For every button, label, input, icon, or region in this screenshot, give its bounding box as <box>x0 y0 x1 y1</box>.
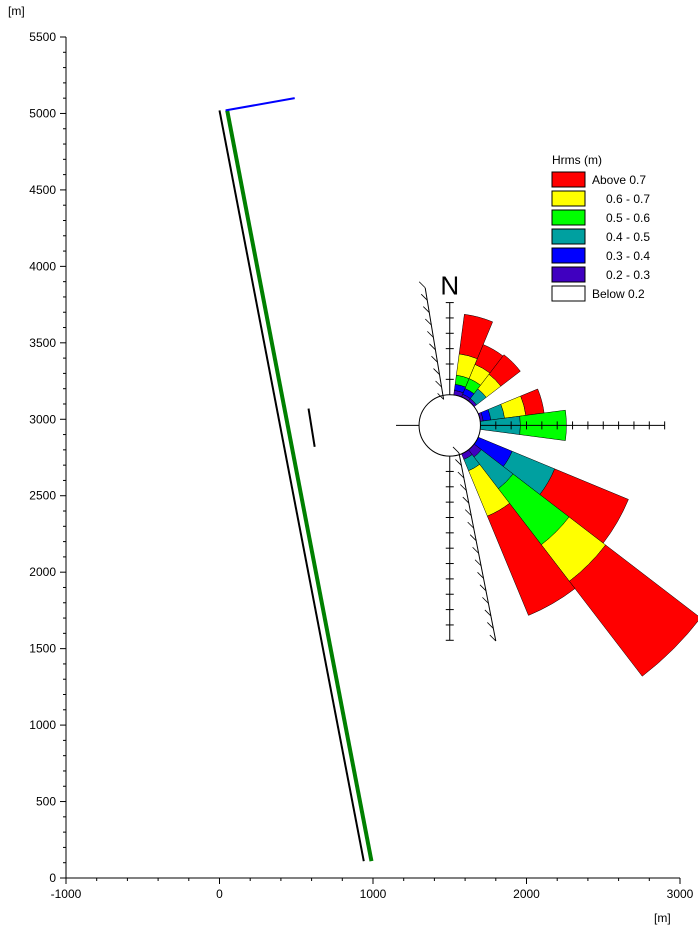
lines <box>218 97 374 862</box>
y-tick-label: 4000 <box>29 259 56 273</box>
legend-label: 0.6 - 0.7 <box>606 192 650 206</box>
hatch-mark <box>467 521 474 529</box>
hatch-mark <box>452 446 460 454</box>
hatch-line-lower <box>458 452 497 642</box>
y-tick-label: 2500 <box>29 489 56 503</box>
wave-rose: N <box>396 271 698 677</box>
hatch-mark <box>484 609 492 617</box>
y-tick-label: 5500 <box>29 30 56 44</box>
legend-swatch <box>551 190 586 207</box>
hatch-mark <box>487 622 494 629</box>
hatch-mark <box>474 559 482 567</box>
x-unit-label: [m] <box>654 911 671 925</box>
y-tick-label: 3500 <box>29 336 56 350</box>
rose-band <box>458 314 493 360</box>
x-tick-label: -1000 <box>51 887 82 901</box>
hatch-mark <box>425 318 432 326</box>
north-label: N <box>440 271 459 301</box>
legend-label: 0.4 - 0.5 <box>606 230 650 244</box>
rose-center-circle <box>418 394 481 457</box>
y-tick-label: 500 <box>36 795 56 809</box>
hatch-mark <box>489 634 497 642</box>
blue-line <box>225 97 295 112</box>
x-tick-label: 2000 <box>513 887 540 901</box>
hatch-mark <box>469 534 477 541</box>
legend-swatch <box>551 285 586 302</box>
hatch-mark <box>433 368 440 375</box>
coastline <box>218 110 365 862</box>
x-tick-label: 0 <box>216 887 223 901</box>
green-line <box>225 110 374 862</box>
hatch-mark <box>464 509 472 516</box>
hatch-mark <box>427 331 434 338</box>
legend-swatch <box>551 209 586 226</box>
x-tick-label: 1000 <box>360 887 387 901</box>
legend-label: Above 0.7 <box>592 173 646 187</box>
y-unit-label: [m] <box>8 4 25 18</box>
y-tick-label: 3000 <box>29 412 56 426</box>
hatch-mark <box>420 293 428 301</box>
legend-label: Below 0.2 <box>592 287 645 301</box>
hatch-mark <box>437 393 444 400</box>
hatch-mark <box>462 496 470 504</box>
x-tick-label: 3000 <box>667 887 694 901</box>
ticks <box>60 36 681 884</box>
short-segment <box>307 408 316 447</box>
hatch-mark <box>460 484 467 491</box>
hatch-mark <box>479 584 487 592</box>
hatch-mark <box>418 281 426 289</box>
rose-band <box>488 354 521 387</box>
legend: Hrms (m) Above 0.7 0.6 - 0.7 0.5 - 0.6 0.4 -… <box>551 153 650 302</box>
legend-label: 0.2 - 0.3 <box>606 268 650 282</box>
hatch-mark <box>423 306 430 313</box>
legend-label: 0.3 - 0.4 <box>606 249 650 263</box>
hatch-mark <box>429 343 436 351</box>
hatch-mark <box>431 355 438 363</box>
legend-swatch <box>551 266 586 283</box>
hatch-mark <box>435 380 442 388</box>
rose-band <box>487 502 576 616</box>
y-tick-label: 4500 <box>29 183 56 197</box>
legend-title: Hrms (m) <box>552 153 602 167</box>
y-tick-label: 5000 <box>29 106 56 120</box>
legend-swatch <box>551 171 586 188</box>
rose-band <box>569 544 698 677</box>
legend-label: 0.5 - 0.6 <box>606 211 650 225</box>
hatch-mark <box>455 459 462 466</box>
legend-swatch <box>551 247 586 264</box>
hatch-mark <box>477 572 484 579</box>
hatch-line-upper <box>424 287 445 400</box>
hatch-mark <box>472 546 479 554</box>
y-tick-label: 0 <box>49 871 56 885</box>
y-tick-label: 1000 <box>29 718 56 732</box>
hatch-mark <box>457 471 465 479</box>
y-tick-label: 2000 <box>29 565 56 579</box>
y-tick-label: 1500 <box>29 642 56 656</box>
legend-swatch <box>551 228 586 245</box>
hatch-mark <box>482 597 489 604</box>
tick-labels: 0 500 1000 1500 2000 2500 3000 3500 4000 4500 5000… <box>29 30 693 901</box>
